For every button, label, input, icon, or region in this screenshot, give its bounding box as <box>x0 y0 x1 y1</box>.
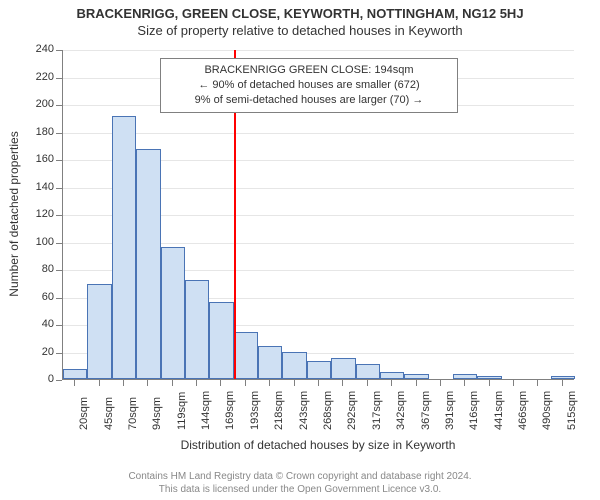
histogram-chart: 0 20 40 60 80 100 120 140 160 180 200 220 240 20sqm 45… <box>0 0 600 500</box>
histogram-bar <box>282 352 306 380</box>
histogram-bar <box>87 284 111 379</box>
histogram-bar <box>63 369 87 379</box>
histogram-bar <box>136 149 160 379</box>
xtick-label: 193sqm <box>249 391 261 430</box>
ytick-label: 160 <box>18 153 54 165</box>
xtick-label: 144sqm <box>200 391 212 430</box>
xtick-label: 441sqm <box>493 391 505 430</box>
histogram-bar <box>477 376 501 379</box>
xtick-label: 70sqm <box>127 397 139 430</box>
xtick-label: 342sqm <box>395 391 407 430</box>
ytick-label: 220 <box>18 71 54 83</box>
histogram-bar <box>307 361 331 379</box>
histogram-bar <box>356 364 380 379</box>
histogram-bar <box>331 358 355 379</box>
xtick-label: 218sqm <box>273 391 285 430</box>
ytick-label: 40 <box>18 318 54 330</box>
info-box-line: 9% of semi-detached houses are larger (7… <box>169 93 449 108</box>
histogram-bar <box>234 332 258 379</box>
yaxis-title: Number of detached properties <box>7 49 21 379</box>
info-box: BRACKENRIGG GREEN CLOSE: 194sqm← 90% of … <box>160 58 458 113</box>
xtick-label: 391sqm <box>444 391 456 430</box>
histogram-bar <box>161 247 185 379</box>
xtick-label: 45sqm <box>103 397 115 430</box>
info-box-line: ← 90% of detached houses are smaller (67… <box>169 78 449 93</box>
xtick-label: 169sqm <box>224 391 236 430</box>
histogram-bar <box>453 374 477 380</box>
ytick-label: 240 <box>18 43 54 55</box>
ytick-label: 140 <box>18 181 54 193</box>
ytick-label: 100 <box>18 236 54 248</box>
ytick-label: 60 <box>18 291 54 303</box>
xtick-label: 243sqm <box>298 391 310 430</box>
histogram-bar <box>380 372 404 379</box>
xtick-label: 466sqm <box>517 391 529 430</box>
xtick-label: 119sqm <box>176 392 188 430</box>
footer: Contains HM Land Registry data © Crown c… <box>0 470 600 496</box>
ytick-label: 0 <box>18 373 54 385</box>
xtick-label: 20sqm <box>78 397 90 430</box>
histogram-bar <box>112 116 136 379</box>
ytick-label: 120 <box>18 208 54 220</box>
info-box-line: BRACKENRIGG GREEN CLOSE: 194sqm <box>169 63 449 78</box>
ytick-label: 80 <box>18 263 54 275</box>
xaxis-title: Distribution of detached houses by size … <box>62 438 574 452</box>
histogram-bar <box>258 346 282 379</box>
xtick-label: 416sqm <box>468 391 480 430</box>
ytick-label: 20 <box>18 346 54 358</box>
xtick-label: 367sqm <box>420 391 432 430</box>
footer-line1: Contains HM Land Registry data © Crown c… <box>0 470 600 483</box>
xtick-label: 268sqm <box>322 391 334 430</box>
ytick-label: 200 <box>18 98 54 110</box>
xtick-label: 292sqm <box>346 391 358 430</box>
histogram-bar <box>209 302 233 379</box>
xtick-label: 94sqm <box>151 397 163 430</box>
histogram-bar <box>185 280 209 379</box>
xtick-label: 490sqm <box>541 391 553 430</box>
xtick-label: 515sqm <box>566 391 578 430</box>
xtick-label: 317sqm <box>371 391 383 430</box>
ytick-label: 180 <box>18 126 54 138</box>
footer-line2: This data is licensed under the Open Gov… <box>0 483 600 496</box>
histogram-bar <box>404 374 428 380</box>
histogram-bar <box>551 376 575 379</box>
